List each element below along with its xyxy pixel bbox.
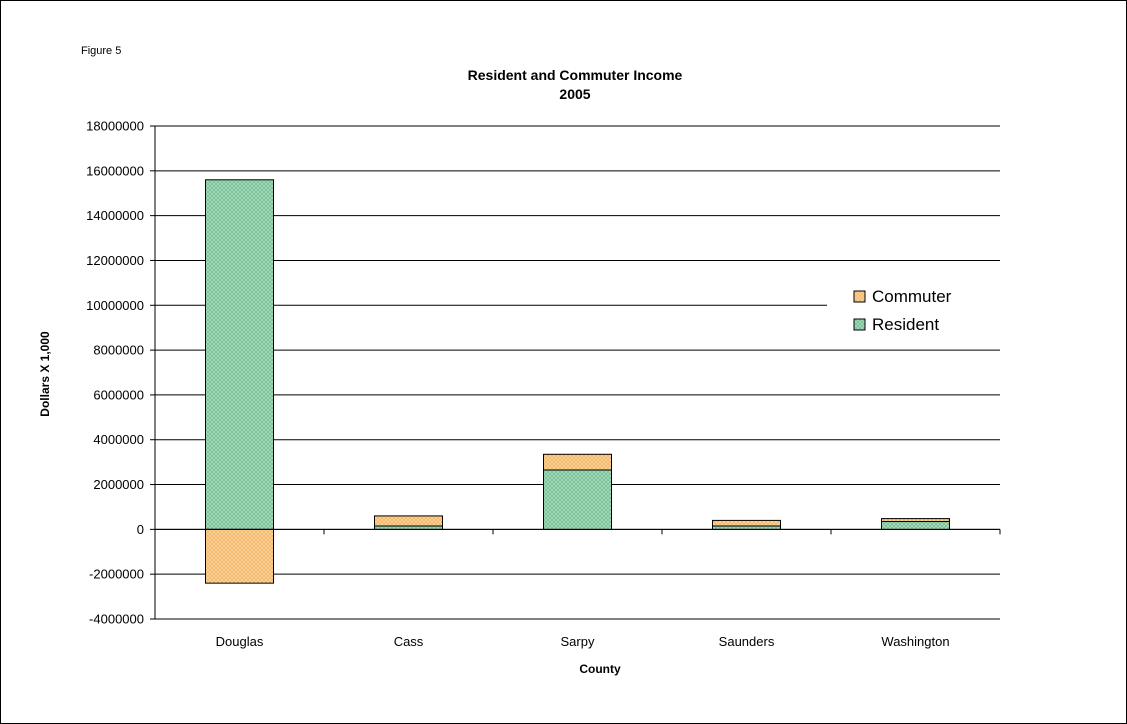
y-tick-label: 0 (137, 522, 144, 537)
y-tick-label: -2000000 (89, 567, 144, 582)
y-tick-label: 16000000 (86, 163, 144, 178)
figure-label: Figure 5 (81, 45, 121, 57)
bar-commuter-sarpy (543, 453, 612, 471)
chart-title: Resident and Commuter Income (468, 67, 683, 83)
bar-commuter-saunders (712, 519, 781, 527)
bar-resident-sarpy (543, 469, 612, 530)
bar-commuter-washington (881, 518, 950, 523)
axes (154, 126, 1001, 619)
y-tick-label: 6000000 (93, 387, 144, 402)
legend-swatch-commuter (853, 290, 866, 303)
bar-resident-cass (374, 525, 443, 530)
bar-commuter-cass (374, 515, 443, 527)
legend-label-commuter: Commuter (872, 287, 952, 306)
x-tick-label: Douglas (216, 634, 264, 649)
x-axis-title: County (579, 662, 621, 676)
y-axis-title: Dollars X 1,000 (38, 331, 52, 417)
bar-resident-douglas (205, 179, 274, 530)
bar-resident-washington (881, 521, 950, 530)
x-tick-label: Washington (881, 634, 949, 649)
chart-subtitle: 2005 (559, 86, 590, 102)
y-tick-label: 8000000 (93, 343, 144, 358)
bar-resident-saunders (712, 525, 781, 530)
y-tick-label: 18000000 (86, 119, 144, 134)
x-tick-label: Saunders (719, 634, 775, 649)
y-tick-label: -4000000 (89, 612, 144, 627)
y-tick-label: 14000000 (86, 208, 144, 223)
y-tick-label: 4000000 (93, 432, 144, 447)
legend: Commuter Resident (827, 282, 1001, 336)
bars (205, 179, 950, 584)
y-tick-label: 12000000 (86, 253, 144, 268)
x-tick-label: Cass (394, 634, 424, 649)
x-axis-tick-labels: Douglas Cass Sarpy Saunders Washington (216, 634, 950, 649)
y-tick-label: 10000000 (86, 298, 144, 313)
y-axis-tick-labels: -4000000 -2000000 0 2000000 4000000 6000000 80… (86, 119, 155, 627)
legend-swatch-resident (853, 318, 866, 331)
x-tick-label: Sarpy (561, 634, 595, 649)
legend-label-resident: Resident (872, 315, 939, 334)
y-tick-label: 2000000 (93, 477, 144, 492)
bar-commuter-douglas (205, 528, 274, 584)
